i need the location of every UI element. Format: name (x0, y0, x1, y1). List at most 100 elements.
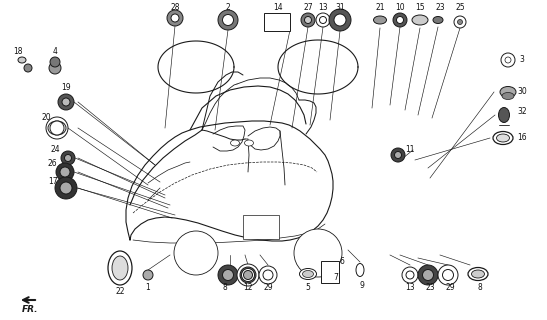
Text: 3: 3 (520, 55, 525, 65)
Circle shape (60, 167, 70, 177)
Text: 2: 2 (225, 4, 230, 12)
Circle shape (223, 269, 234, 281)
Circle shape (243, 270, 253, 279)
Circle shape (174, 231, 218, 275)
Text: 25: 25 (455, 4, 465, 12)
Ellipse shape (374, 16, 387, 24)
Ellipse shape (356, 263, 364, 276)
Circle shape (263, 270, 273, 280)
Circle shape (218, 265, 238, 285)
Circle shape (241, 268, 254, 282)
Circle shape (167, 10, 183, 26)
Ellipse shape (18, 57, 26, 63)
Text: 7: 7 (334, 274, 339, 283)
Text: 31: 31 (335, 4, 345, 12)
Text: 21: 21 (375, 4, 385, 12)
Bar (321, 261, 339, 283)
Circle shape (501, 53, 515, 67)
Circle shape (319, 17, 327, 23)
Circle shape (316, 13, 330, 27)
Ellipse shape (502, 92, 514, 100)
Ellipse shape (497, 134, 509, 142)
Circle shape (65, 155, 72, 162)
Ellipse shape (472, 270, 485, 278)
Text: 14: 14 (273, 4, 283, 12)
Text: 26: 26 (47, 159, 57, 169)
Bar (264, 13, 290, 31)
Text: 13: 13 (405, 284, 415, 292)
Circle shape (56, 163, 74, 181)
Ellipse shape (412, 15, 428, 25)
Circle shape (171, 14, 179, 22)
Circle shape (50, 121, 64, 135)
Circle shape (457, 20, 463, 25)
Circle shape (294, 229, 342, 277)
Circle shape (55, 177, 77, 199)
Circle shape (60, 182, 72, 194)
Ellipse shape (48, 121, 66, 135)
Text: 23: 23 (425, 284, 435, 292)
Text: 32: 32 (517, 108, 527, 116)
Circle shape (334, 14, 346, 26)
Circle shape (61, 151, 75, 165)
Ellipse shape (245, 140, 253, 146)
Ellipse shape (300, 268, 317, 279)
Circle shape (397, 17, 404, 23)
Circle shape (24, 64, 32, 72)
Circle shape (46, 117, 68, 139)
Circle shape (237, 264, 259, 286)
Text: 17: 17 (48, 177, 58, 186)
Ellipse shape (493, 132, 513, 145)
Text: 10: 10 (395, 4, 405, 12)
Text: 30: 30 (517, 87, 527, 97)
Circle shape (143, 270, 153, 280)
Circle shape (505, 57, 511, 63)
Circle shape (329, 9, 351, 31)
Bar (243, 215, 279, 239)
Circle shape (50, 57, 60, 67)
Circle shape (393, 13, 407, 27)
Circle shape (58, 94, 74, 110)
Circle shape (391, 148, 405, 162)
Text: 29: 29 (445, 284, 455, 292)
Circle shape (443, 269, 453, 281)
Text: FR.: FR. (22, 306, 38, 315)
Circle shape (301, 13, 315, 27)
Text: 18: 18 (13, 47, 23, 57)
Circle shape (402, 267, 418, 283)
Text: 8: 8 (223, 284, 228, 292)
Ellipse shape (498, 108, 509, 123)
Ellipse shape (230, 140, 240, 146)
Text: 12: 12 (243, 284, 253, 292)
Text: 23: 23 (435, 4, 445, 12)
Circle shape (422, 269, 434, 281)
Text: 9: 9 (359, 282, 364, 291)
Text: 8: 8 (478, 284, 482, 292)
Ellipse shape (112, 256, 128, 280)
Circle shape (305, 17, 311, 23)
Ellipse shape (500, 86, 516, 98)
Text: 24: 24 (50, 146, 60, 155)
Circle shape (406, 271, 414, 279)
Ellipse shape (433, 17, 443, 23)
Circle shape (418, 265, 438, 285)
Circle shape (259, 266, 277, 284)
Text: 19: 19 (61, 84, 71, 92)
Circle shape (240, 267, 256, 283)
Text: 16: 16 (517, 133, 527, 142)
Ellipse shape (302, 270, 313, 277)
Text: 5: 5 (306, 284, 311, 292)
Text: 29: 29 (263, 284, 273, 292)
Circle shape (223, 14, 234, 26)
Text: 15: 15 (415, 4, 425, 12)
Circle shape (394, 151, 401, 158)
Circle shape (49, 62, 61, 74)
Text: 4: 4 (53, 47, 57, 57)
Text: 28: 28 (170, 4, 180, 12)
Text: 1: 1 (146, 284, 150, 292)
Ellipse shape (468, 268, 488, 281)
Ellipse shape (108, 251, 132, 285)
Text: 22: 22 (115, 287, 125, 297)
Text: 13: 13 (318, 4, 328, 12)
Circle shape (438, 265, 458, 285)
